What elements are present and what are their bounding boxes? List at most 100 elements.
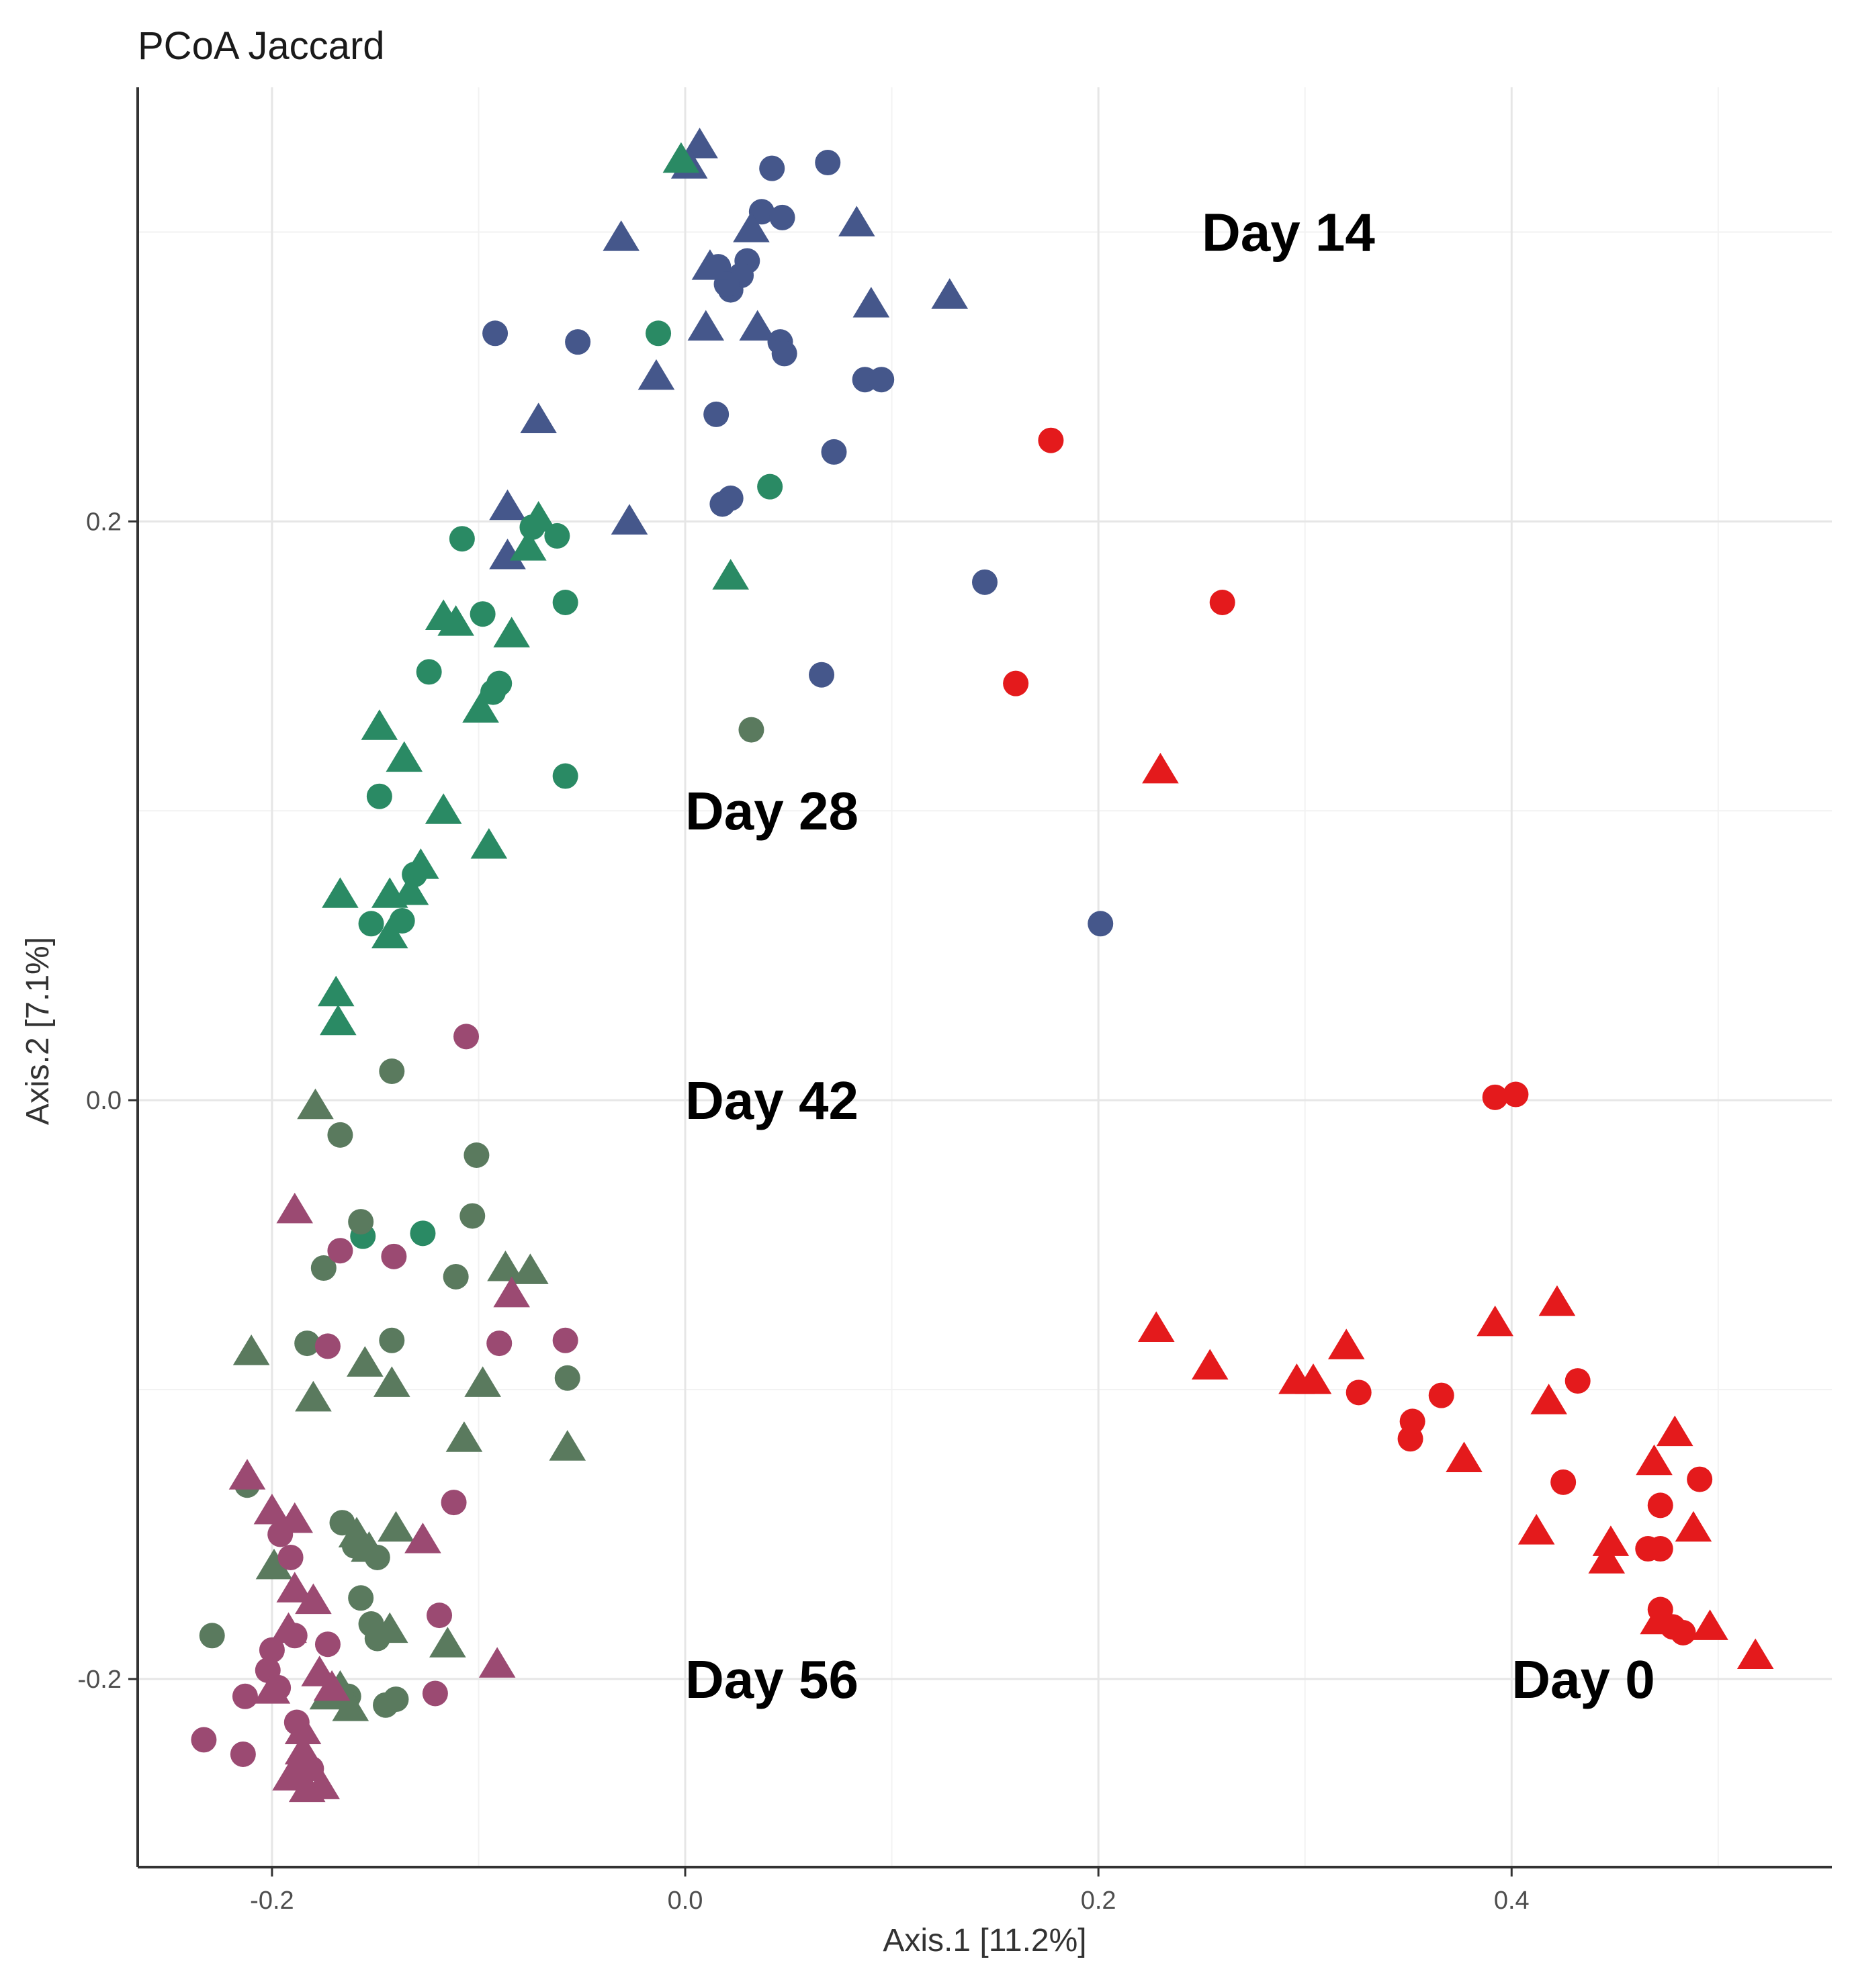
annotation-day-14: Day 14 [1202, 202, 1375, 262]
point-day-0-triangle [1538, 1285, 1576, 1316]
series-day-0 [1003, 427, 1774, 1669]
point-day-14-circle [482, 320, 509, 347]
point-day-28-circle [358, 911, 384, 937]
point-day-0-triangle [1137, 1311, 1175, 1343]
day-annotations: Day 14 Day 28 Day 42 Day 56 Day 0 [685, 202, 1655, 1709]
point-day-28-triangle [361, 709, 398, 740]
point-day-0-triangle [1327, 1328, 1365, 1359]
point-day-28-circle [366, 783, 392, 809]
point-day-28-triangle [712, 559, 749, 590]
point-day-28-triangle [437, 605, 474, 636]
point-day-56-triangle [493, 1276, 530, 1308]
point-day-42-circle [373, 1692, 399, 1718]
point-day-28-triangle [386, 741, 423, 772]
point-day-0-triangle [1636, 1444, 1673, 1476]
point-day-56-circle [486, 1330, 513, 1357]
annotation-day-42: Day 42 [685, 1071, 858, 1130]
point-day-42-circle [327, 1122, 353, 1148]
point-day-42-circle [738, 717, 764, 743]
data-points [191, 128, 1774, 1803]
point-day-14-triangle [687, 310, 725, 341]
point-day-28-triangle [493, 617, 530, 647]
annotation-day-56: Day 56 [685, 1650, 858, 1709]
point-day-42-triangle [371, 1612, 408, 1643]
point-day-28-triangle [320, 1004, 357, 1036]
point-day-0-triangle [1656, 1415, 1693, 1447]
y-tick-label: 0.2 [86, 508, 122, 536]
point-day-56-circle [441, 1490, 467, 1516]
point-day-28-circle [389, 907, 415, 934]
point-day-56-circle [277, 1544, 304, 1570]
point-day-0-triangle [1530, 1384, 1567, 1414]
y-axis-title: Axis.2 [7.1%] [20, 937, 56, 1125]
point-day-42-triangle [487, 1251, 524, 1281]
point-day-0-triangle [1191, 1349, 1229, 1380]
annotation-day-0: Day 0 [1511, 1650, 1655, 1709]
point-day-0-triangle [1736, 1638, 1774, 1669]
point-day-0-circle [1482, 1084, 1508, 1110]
point-day-0-triangle [1592, 1525, 1630, 1556]
point-day-14-triangle [739, 310, 776, 341]
point-day-56-circle [427, 1602, 453, 1629]
point-day-28-triangle [317, 975, 355, 1007]
point-day-56-triangle [284, 1713, 322, 1744]
point-day-56-triangle [253, 1673, 291, 1704]
point-day-42-triangle [373, 1366, 410, 1397]
point-day-14-circle [972, 569, 998, 595]
x-tick-label: 0.0 [668, 1887, 703, 1915]
axis-ticks: -0.2 0.0 0.2 0.4 -0.2 0.0 0.2 [78, 508, 1530, 1915]
point-day-28-triangle [402, 848, 439, 879]
point-day-42-circle [294, 1330, 320, 1357]
point-day-42-circle [459, 1203, 486, 1229]
point-day-14-circle [815, 150, 841, 176]
point-day-42-circle [348, 1585, 374, 1611]
point-day-56-triangle [272, 1760, 309, 1791]
point-day-42-circle [443, 1263, 469, 1290]
point-day-56-triangle [303, 1768, 341, 1799]
point-day-14-triangle [611, 504, 648, 535]
point-day-28-triangle [322, 877, 359, 908]
point-day-28-circle [646, 320, 672, 347]
point-day-42-triangle [464, 1366, 501, 1397]
point-day-56-circle [230, 1741, 256, 1767]
point-day-0-triangle [1517, 1514, 1555, 1545]
point-day-14-circle [809, 662, 835, 688]
point-day-0-circle [1647, 1536, 1673, 1562]
series-day-42 [199, 717, 764, 1721]
point-day-14-triangle [489, 539, 526, 570]
point-day-56-triangle [270, 1612, 307, 1643]
point-day-56-circle [552, 1327, 578, 1353]
point-day-42-triangle [297, 1088, 334, 1120]
point-day-0-circle [1687, 1466, 1713, 1492]
point-day-42-triangle [347, 1346, 384, 1377]
point-day-28-triangle [371, 917, 408, 949]
point-day-56-circle [259, 1637, 285, 1663]
point-day-56-triangle [253, 1494, 291, 1525]
point-day-56-circle [191, 1727, 217, 1753]
point-day-14-triangle [520, 402, 557, 434]
point-day-56-triangle [313, 1670, 351, 1701]
y-tick-label: -0.2 [78, 1666, 122, 1694]
point-day-42-circle [199, 1623, 225, 1649]
point-day-0-triangle [1446, 1441, 1483, 1472]
point-day-0-circle [1647, 1492, 1673, 1519]
point-day-42-triangle [232, 1335, 270, 1365]
point-day-42-circle [348, 1209, 374, 1235]
point-day-0-circle [1209, 589, 1235, 615]
point-day-0-triangle [1691, 1609, 1728, 1640]
point-day-28-circle [449, 526, 475, 552]
point-day-14-circle [759, 155, 785, 181]
point-day-56-triangle [276, 1572, 314, 1602]
point-day-42-triangle [255, 1548, 293, 1580]
point-day-14-circle [748, 199, 775, 225]
point-day-14-triangle [691, 249, 729, 280]
point-day-14-circle [771, 341, 797, 367]
point-day-28-triangle [662, 142, 700, 173]
point-day-56-circle [314, 1333, 341, 1359]
point-day-42-circle [464, 1142, 490, 1168]
point-day-56-circle [422, 1680, 448, 1707]
series-day-14 [482, 128, 1114, 937]
axes [136, 87, 1832, 1868]
point-day-0-triangle [1142, 752, 1179, 784]
point-day-0-circle [1399, 1408, 1425, 1435]
